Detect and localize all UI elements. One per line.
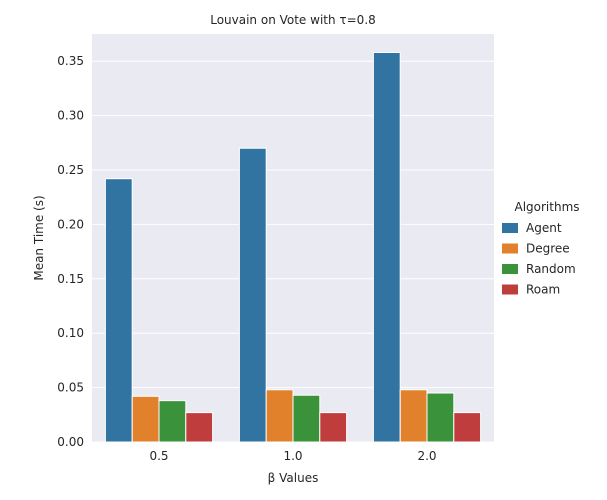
bar-roam-1.0 [319,412,348,443]
y-tick-label: 0.35 [57,54,84,68]
x-tick-label: 1.0 [283,449,302,463]
bar-degree-1.0 [265,389,294,443]
legend-title: Algorithms [514,200,579,214]
legend-swatch-roam [502,284,518,295]
legend-label-degree: Degree [526,242,570,256]
bar-random-0.5 [158,400,187,443]
x-axis-label: β Values [268,471,319,485]
grid-lines [92,60,494,443]
plot-background [92,34,494,442]
legend: Algorithms Agent Degree Random Roam [502,200,580,297]
chart-title: Louvain on Vote with τ=0.8 [210,13,376,27]
y-tick-label: 0.30 [57,109,84,123]
y-tick-label: 0.10 [57,326,84,340]
y-tick-label: 0.00 [57,435,84,449]
legend-label-agent: Agent [526,221,562,235]
bar-agent-2.0 [372,51,401,443]
y-tick-label: 0.25 [57,163,84,177]
y-axis-ticks: 0.00 0.05 0.10 0.15 0.20 0.25 0.30 0.35 [57,54,84,449]
bar-degree-2.0 [399,389,428,443]
bar-agent-0.5 [104,178,133,443]
bar-degree-0.5 [131,395,160,443]
bar-random-1.0 [292,394,321,443]
bars [104,51,482,443]
x-tick-label: 2.0 [417,449,436,463]
legend-swatch-random [502,264,518,274]
bar-random-2.0 [426,392,455,443]
y-tick-label: 0.15 [57,272,84,286]
legend-swatch-agent [502,223,518,233]
y-tick-label: 0.05 [57,381,84,395]
y-tick-label: 0.20 [57,217,84,231]
bar-agent-1.0 [238,147,267,443]
bar-roam-0.5 [185,412,214,443]
x-tick-label: 0.5 [149,449,168,463]
bar-roam-2.0 [453,412,482,443]
legend-label-roam: Roam [526,283,560,297]
x-axis-ticks: 0.5 1.0 2.0 [149,449,436,463]
legend-swatch-degree [502,243,518,254]
y-axis-label: Mean Time (s) [32,195,46,280]
legend-label-random: Random [526,262,576,276]
